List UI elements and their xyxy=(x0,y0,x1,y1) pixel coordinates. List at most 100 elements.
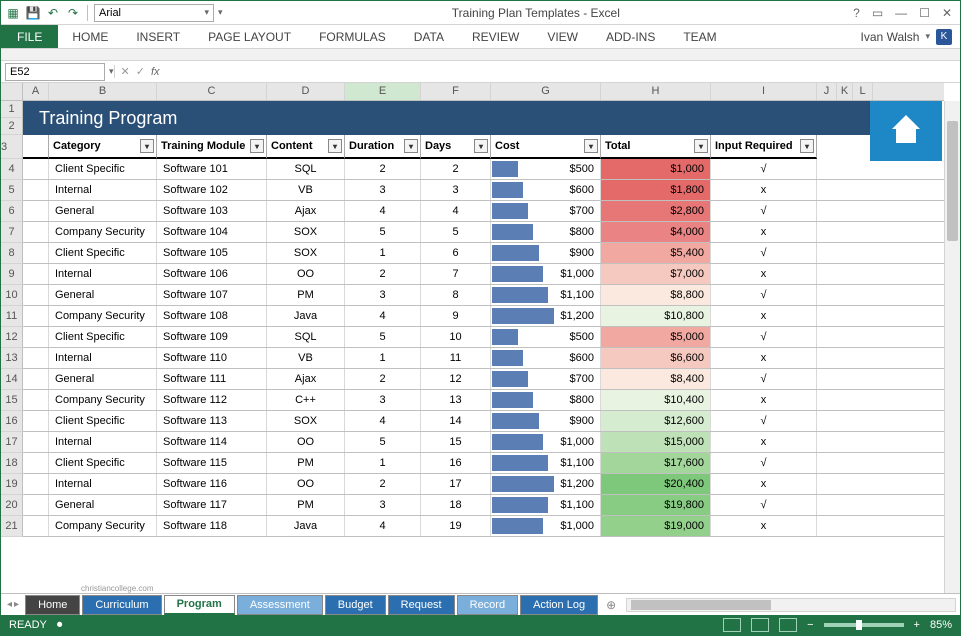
cell[interactable] xyxy=(23,495,49,515)
cell[interactable]: PM xyxy=(267,453,345,473)
cell[interactable] xyxy=(23,222,49,242)
column-header[interactable]: G xyxy=(491,83,601,100)
row-header[interactable]: 21 xyxy=(1,516,23,537)
row-header[interactable]: 11 xyxy=(1,306,23,327)
cell[interactable]: SOX xyxy=(267,243,345,263)
formula-input[interactable] xyxy=(166,63,960,81)
table-row[interactable]: InternalSoftware 110VB111$600$6,600x xyxy=(23,348,944,369)
cell[interactable]: 2 xyxy=(345,264,421,284)
cell[interactable]: √ xyxy=(711,159,817,179)
cell[interactable] xyxy=(23,180,49,200)
table-row[interactable]: InternalSoftware 106OO27$1,000$7,000x xyxy=(23,264,944,285)
cell[interactable]: 12 xyxy=(421,369,491,389)
table-row[interactable]: GeneralSoftware 107PM38$1,100$8,800√ xyxy=(23,285,944,306)
cell[interactable]: $10,800 xyxy=(601,306,711,326)
row-header[interactable]: 13 xyxy=(1,348,23,369)
cell[interactable]: Software 101 xyxy=(157,159,267,179)
column-header[interactable]: D xyxy=(267,83,345,100)
table-row[interactable]: Client SpecificSoftware 113SOX414$900$12… xyxy=(23,411,944,432)
cell[interactable]: C++ xyxy=(267,390,345,410)
cell[interactable] xyxy=(23,369,49,389)
cell[interactable]: Internal xyxy=(49,432,157,452)
cell[interactable]: Company Security xyxy=(49,306,157,326)
ribbon-display-icon[interactable]: ▭ xyxy=(872,6,883,20)
cell[interactable]: Software 107 xyxy=(157,285,267,305)
cell[interactable]: Software 114 xyxy=(157,432,267,452)
cell[interactable]: $1,200 xyxy=(491,474,601,494)
column-header[interactable]: C xyxy=(157,83,267,100)
name-box[interactable]: E52 xyxy=(5,63,105,81)
cell[interactable]: $15,000 xyxy=(601,432,711,452)
horizontal-scrollbar[interactable] xyxy=(626,598,956,612)
cell[interactable]: SOX xyxy=(267,411,345,431)
macro-record-icon[interactable]: ⏺ xyxy=(57,619,63,632)
help-icon[interactable]: ? xyxy=(853,6,860,20)
column-header-total[interactable]: Total▾ xyxy=(601,135,711,159)
column-headers[interactable]: ABCDEFGHIJKL xyxy=(23,83,944,101)
cell[interactable]: $900 xyxy=(491,243,601,263)
cell[interactable]: General xyxy=(49,495,157,515)
row-header[interactable]: 4 xyxy=(1,159,23,180)
cell[interactable]: $700 xyxy=(491,369,601,389)
row-header[interactable]: 15 xyxy=(1,390,23,411)
cell[interactable]: 8 xyxy=(421,285,491,305)
cell[interactable]: x xyxy=(711,432,817,452)
column-header[interactable]: B xyxy=(49,83,157,100)
cell[interactable]: 4 xyxy=(345,201,421,221)
row-header[interactable]: 18 xyxy=(1,453,23,474)
cell[interactable]: √ xyxy=(711,453,817,473)
tab-nav-prev-icon[interactable]: ▸ xyxy=(14,599,19,610)
table-row[interactable]: Company SecuritySoftware 108Java49$1,200… xyxy=(23,306,944,327)
ribbon-tab-review[interactable]: REVIEW xyxy=(458,25,533,48)
cell[interactable]: $500 xyxy=(491,327,601,347)
table-row[interactable]: InternalSoftware 116OO217$1,200$20,400x xyxy=(23,474,944,495)
cell[interactable]: 17 xyxy=(421,474,491,494)
sheet-tab-assessment[interactable]: Assessment xyxy=(237,595,323,615)
sheet-tab-record[interactable]: Record xyxy=(457,595,518,615)
cell[interactable]: 10 xyxy=(421,327,491,347)
cell[interactable]: $12,600 xyxy=(601,411,711,431)
cell[interactable]: Client Specific xyxy=(49,411,157,431)
ribbon-tab-add-ins[interactable]: ADD-INS xyxy=(592,25,669,48)
close-icon[interactable]: ✕ xyxy=(942,6,952,20)
minimize-icon[interactable]: — xyxy=(895,6,907,20)
cell[interactable]: x xyxy=(711,180,817,200)
ribbon-tab-view[interactable]: VIEW xyxy=(533,25,592,48)
cell[interactable] xyxy=(23,453,49,473)
table-row[interactable]: Company SecuritySoftware 112C++313$800$1… xyxy=(23,390,944,411)
row-header[interactable]: 16 xyxy=(1,411,23,432)
cell[interactable]: SQL xyxy=(267,159,345,179)
page-break-view-icon[interactable] xyxy=(779,618,797,632)
filter-dropdown-icon[interactable]: ▾ xyxy=(250,139,264,153)
sheet-tab-home[interactable]: Home xyxy=(25,595,80,615)
cell[interactable] xyxy=(23,327,49,347)
ribbon-tab-data[interactable]: DATA xyxy=(400,25,458,48)
row-header[interactable]: 14 xyxy=(1,369,23,390)
cell[interactable]: $1,100 xyxy=(491,453,601,473)
ribbon-tab-team[interactable]: TEAM xyxy=(669,25,730,48)
table-row[interactable]: InternalSoftware 102VB33$600$1,800x xyxy=(23,180,944,201)
cell[interactable]: $4,000 xyxy=(601,222,711,242)
cell[interactable]: 19 xyxy=(421,516,491,536)
ribbon-tab-page-layout[interactable]: PAGE LAYOUT xyxy=(194,25,305,48)
cell[interactable]: Software 103 xyxy=(157,201,267,221)
cell[interactable]: √ xyxy=(711,495,817,515)
column-header-input-required[interactable]: Input Required▾ xyxy=(711,135,817,159)
column-header-category[interactable]: Category▾ xyxy=(49,135,157,159)
cell[interactable]: $1,000 xyxy=(491,432,601,452)
cell[interactable]: Software 106 xyxy=(157,264,267,284)
column-header[interactable]: I xyxy=(711,83,817,100)
cell[interactable]: x xyxy=(711,474,817,494)
cell[interactable]: 3 xyxy=(345,180,421,200)
cell[interactable]: 3 xyxy=(345,390,421,410)
sheet-tab-program[interactable]: Program xyxy=(164,595,235,615)
cell[interactable]: x xyxy=(711,264,817,284)
cell[interactable]: 3 xyxy=(345,495,421,515)
cell[interactable]: 1 xyxy=(345,243,421,263)
table-row[interactable]: Company SecuritySoftware 118Java419$1,00… xyxy=(23,516,944,537)
cell[interactable]: 11 xyxy=(421,348,491,368)
table-row[interactable]: Company SecuritySoftware 104SOX55$800$4,… xyxy=(23,222,944,243)
cell[interactable]: $10,400 xyxy=(601,390,711,410)
cell[interactable] xyxy=(23,264,49,284)
zoom-level[interactable]: 85% xyxy=(930,619,952,631)
